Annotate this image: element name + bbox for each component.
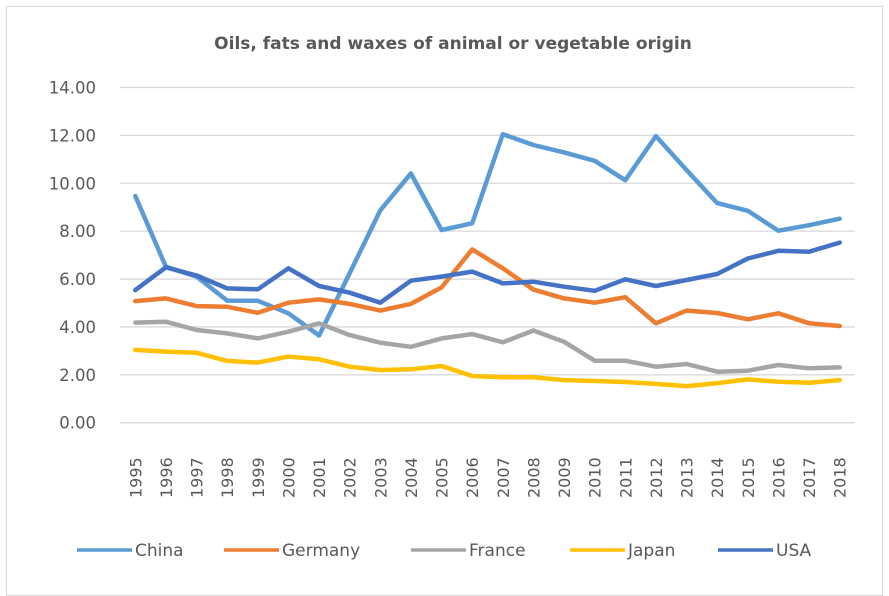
legend-item-china: China	[77, 541, 184, 561]
x-tick-label: 2015	[739, 457, 758, 498]
x-tick-label: 2018	[831, 457, 850, 498]
chart-title: Oils, fats and waxes of animal or vegeta…	[214, 34, 692, 54]
y-tick-label: 6.00	[59, 270, 96, 289]
legend: China Germany France Japan USA	[77, 541, 812, 561]
x-tick-label: 2009	[555, 457, 574, 498]
y-tick-label: 8.00	[59, 222, 96, 241]
y-tick-label: 14.00	[49, 79, 96, 98]
y-tick-label: 12.00	[49, 126, 96, 145]
x-tick-label: 2005	[433, 457, 452, 498]
x-tick-label: 2016	[769, 457, 788, 498]
x-tick-label: 2011	[616, 457, 635, 498]
y-tick-label: 4.00	[59, 318, 96, 337]
y-tick-label: 0.00	[59, 414, 96, 433]
series-line-usa	[133, 240, 842, 305]
x-tick-label: 2010	[586, 457, 605, 498]
legend-item-japan: Japan	[570, 541, 675, 561]
x-tick-label: 2014	[708, 457, 727, 498]
series-line-china	[133, 131, 842, 338]
x-tick-label: 2002	[341, 457, 360, 498]
legend-label: China	[135, 541, 184, 561]
series-line-germany	[133, 247, 842, 329]
x-tick-label: 2007	[494, 457, 513, 498]
legend-label: USA	[776, 541, 812, 561]
x-tick-label: 2000	[279, 457, 298, 498]
x-tick-label: 1999	[249, 457, 268, 498]
x-tick-label: 2004	[402, 457, 421, 498]
series-lines	[133, 131, 842, 389]
x-tick-label: 1996	[157, 457, 176, 498]
x-tick-label: 2001	[310, 457, 329, 498]
legend-label: France	[469, 541, 526, 561]
x-tick-label: 2017	[800, 457, 819, 498]
series-line-france	[133, 319, 842, 374]
x-tick-label: 1997	[188, 457, 207, 498]
legend-label: Japan	[627, 541, 675, 561]
x-tick-label: 2012	[647, 457, 666, 498]
legend-label: Germany	[282, 541, 360, 561]
legend-item-france: France	[411, 541, 526, 561]
x-tick-label: 2003	[371, 457, 390, 498]
x-tick-label: 2008	[524, 457, 543, 498]
x-tick-label: 2013	[678, 457, 697, 498]
legend-item-usa: USA	[718, 541, 812, 561]
x-axis-ticks: 1995 1996 1997 1998 1999 2000 2001 2002 2003 2004…	[126, 457, 849, 498]
y-tick-label: 2.00	[59, 366, 96, 385]
x-tick-label: 1995	[126, 457, 145, 498]
x-tick-label: 2006	[463, 457, 482, 498]
series-line-japan	[133, 347, 842, 389]
y-axis-ticks: 0.00 2.00 4.00 6.00 8.00 10.00 12.00 14.00	[49, 79, 96, 433]
x-tick-label: 1998	[218, 457, 237, 498]
y-tick-label: 10.00	[49, 174, 96, 193]
legend-item-germany: Germany	[224, 541, 360, 561]
